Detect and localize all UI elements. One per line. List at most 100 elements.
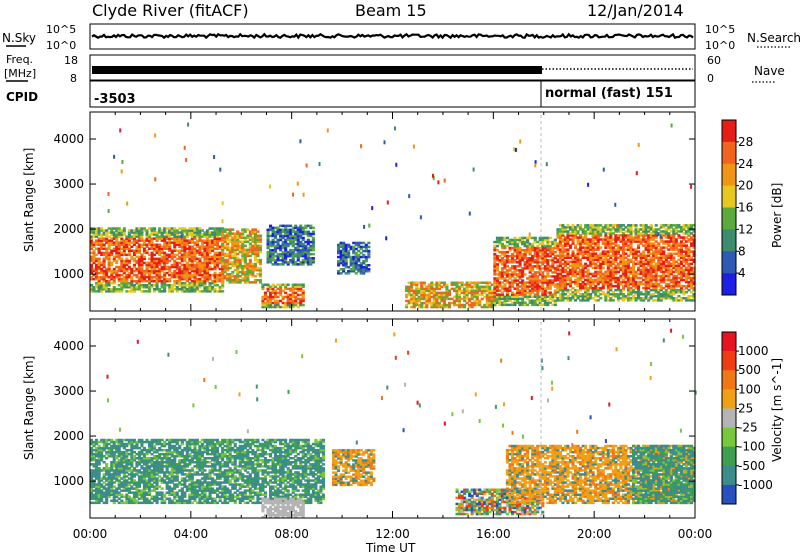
echo-cell <box>150 257 154 261</box>
echo-cell <box>163 282 167 285</box>
echo-cell <box>117 267 121 271</box>
echo-cell <box>155 279 159 283</box>
echo-cell <box>130 245 134 248</box>
echo-cell <box>107 251 111 255</box>
echo-cell <box>122 284 126 287</box>
echo-cell <box>142 261 146 265</box>
echo-cell <box>153 231 157 234</box>
echo-cell <box>120 237 124 240</box>
echo-cell <box>208 255 212 259</box>
echo-cell <box>183 239 187 242</box>
echo-cell <box>180 227 184 230</box>
echo-cell <box>206 241 210 244</box>
echo-cell <box>100 277 104 281</box>
echo-cell <box>140 263 144 267</box>
echo-cell <box>155 286 159 289</box>
echo-cell <box>208 261 212 265</box>
echo-cell <box>211 279 215 283</box>
echo-cell <box>122 243 126 246</box>
echo-cell <box>140 227 144 230</box>
echo-cell <box>140 235 144 238</box>
echo-cell <box>155 251 159 255</box>
echo-cell <box>203 265 207 269</box>
echo-cell <box>178 282 182 285</box>
echo-speck <box>154 133 157 138</box>
echo-cell <box>125 279 129 283</box>
echo-cell <box>92 235 96 238</box>
echo-speck <box>528 232 531 237</box>
station-title: Clyde River (fitACF) <box>92 1 249 20</box>
echo-cell <box>301 236 305 240</box>
echo-cell <box>203 249 207 252</box>
nsky-tick-top: 10^5 <box>46 23 76 36</box>
echo-cell <box>173 231 177 234</box>
echo-cell <box>211 249 215 252</box>
echo-cell <box>160 247 164 250</box>
echo-cell <box>211 227 215 230</box>
echo-cell <box>178 269 182 273</box>
echo-cell <box>145 290 149 293</box>
echo-cell <box>112 227 116 230</box>
echo-cell <box>155 233 159 236</box>
echo-cell <box>188 259 192 263</box>
echo-cell <box>120 286 124 289</box>
echo-cell <box>173 245 177 248</box>
echo-cell <box>190 286 194 289</box>
echo-cell <box>122 231 126 234</box>
echo-cell <box>140 261 144 265</box>
echo-cell <box>107 239 111 242</box>
echo-cell <box>193 249 197 252</box>
echo-cell <box>137 249 141 252</box>
echo-cell <box>173 265 177 269</box>
echo-cell <box>188 267 192 271</box>
echo-cell <box>188 229 192 232</box>
echo-cell <box>173 233 177 236</box>
echo-cell <box>206 253 210 257</box>
echo-cell <box>92 227 96 230</box>
echo-cell <box>367 241 371 245</box>
echo-cell <box>533 236 537 240</box>
echo-cell <box>117 251 121 255</box>
echo-cell <box>145 271 149 275</box>
echo-cell <box>190 231 194 234</box>
echo-cell <box>206 251 210 255</box>
echo-speck <box>126 201 129 206</box>
echo-cell <box>190 261 194 265</box>
echo-cell <box>122 279 126 283</box>
echo-cell <box>92 253 96 257</box>
echo-cell <box>142 227 146 230</box>
echo-cell <box>142 257 146 261</box>
echo-cell <box>112 243 116 246</box>
echo-speck <box>107 209 110 213</box>
echo-cell <box>190 288 194 291</box>
echo-cell <box>145 229 149 232</box>
echo-cell <box>120 265 124 269</box>
echo-cell <box>190 265 194 269</box>
echo-cell <box>117 249 121 252</box>
echo-cell <box>634 224 638 227</box>
echo-cell <box>175 273 179 277</box>
echo-cell <box>178 257 182 261</box>
echo-cell <box>150 247 154 250</box>
echo-cell <box>125 282 129 285</box>
echo-cell <box>216 279 220 283</box>
echo-cell <box>301 283 305 286</box>
echo-cell <box>90 265 94 269</box>
echo-cell <box>122 286 126 289</box>
echo-cell <box>153 227 157 230</box>
echo-cell <box>158 237 162 240</box>
echo-cell <box>132 237 136 240</box>
echo-cell <box>100 253 104 257</box>
echo-cell <box>142 247 146 250</box>
echo-cell <box>203 286 207 289</box>
echo-cell <box>173 253 177 257</box>
echo-cell <box>153 237 157 240</box>
echo-cell <box>97 231 101 234</box>
echo-cell <box>140 277 144 281</box>
echo-cell <box>175 229 179 232</box>
echo-cell <box>198 265 202 269</box>
echo-cell <box>206 271 210 275</box>
echo-cell <box>102 253 106 257</box>
echo-cell <box>183 271 187 275</box>
echo-cell <box>137 237 141 240</box>
